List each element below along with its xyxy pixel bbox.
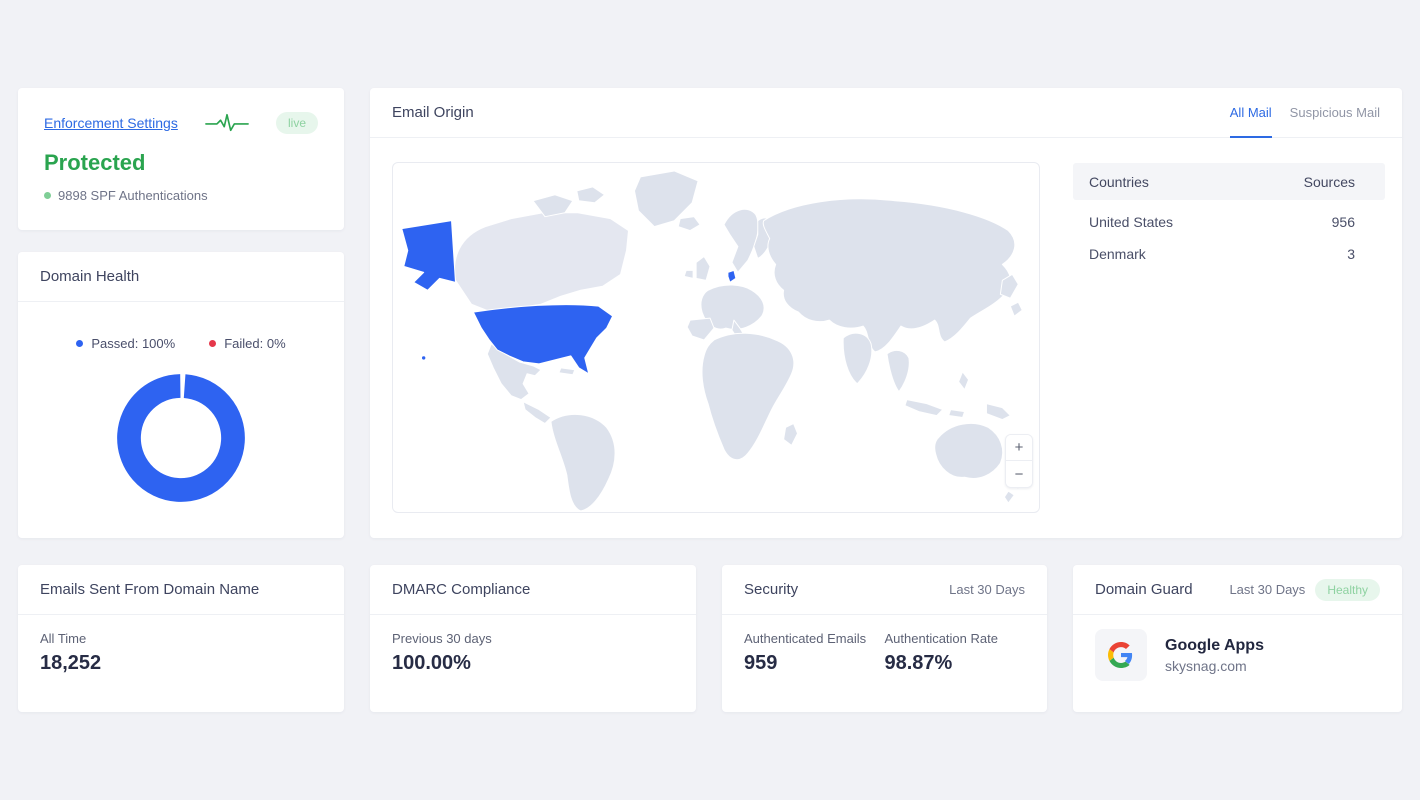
spf-authentications: 9898 SPF Authentications <box>44 188 318 203</box>
security-period: Last 30 Days <box>949 582 1025 597</box>
tab-all-mail[interactable]: All Mail <box>1229 88 1272 138</box>
provider-logo-box <box>1095 629 1147 681</box>
domain-health-donut-chart <box>117 374 245 502</box>
map-region-denmark <box>727 269 737 283</box>
tab-suspicious-mail[interactable]: Suspicious Mail <box>1289 104 1380 120</box>
authenticated-emails-value: 959 <box>744 652 778 674</box>
healthy-badge: Healthy <box>1315 578 1380 601</box>
countries-table: Countries Sources United States 956 Denm… <box>1073 163 1385 264</box>
email-origin-title: Email Origin <box>392 104 474 121</box>
domain-health-card: Domain Health Passed: 100% Failed: 0% <box>18 252 344 538</box>
passed-dot-icon <box>76 340 84 347</box>
donut-legend: Passed: 100% Failed: 0% <box>40 336 322 351</box>
zoom-out-button[interactable]: − <box>1006 461 1032 487</box>
heartbeat-icon <box>205 113 249 132</box>
protection-status: Protected <box>44 150 146 175</box>
legend-failed[interactable]: Failed: 0% <box>209 336 286 351</box>
authentication-rate-value: 98.87% <box>884 652 953 674</box>
google-icon <box>1108 642 1133 668</box>
mail-tabs: All Mail Suspicious Mail <box>1229 88 1380 138</box>
green-dot-icon <box>44 192 51 199</box>
dmarc-value: 100.00% <box>392 652 471 674</box>
failed-dot-icon <box>209 340 217 347</box>
security-title: Security <box>744 581 799 598</box>
domain-guard-period: Last 30 Days <box>1229 582 1306 597</box>
emails-sent-value: 18,252 <box>40 652 102 674</box>
map-zoom-controls: + − <box>1005 434 1033 488</box>
authenticated-emails-label: Authenticated Emails <box>744 631 867 646</box>
emails-sent-period: All Time <box>40 631 87 646</box>
map-region-alaska <box>401 220 456 291</box>
world-map[interactable]: + − <box>392 162 1040 513</box>
domain-guard-title: Domain Guard <box>1095 581 1193 598</box>
zoom-in-button[interactable]: + <box>1006 435 1032 461</box>
legend-passed[interactable]: Passed: 100% <box>76 336 175 351</box>
dmarc-title: DMARC Compliance <box>392 581 531 598</box>
provider-domain: skysnag.com <box>1165 657 1247 674</box>
enforcement-settings-link[interactable]: Enforcement Settings <box>44 115 178 131</box>
enforcement-card: Enforcement Settings live Protected 9898… <box>18 88 344 230</box>
provider-name: Google Apps <box>1165 636 1264 654</box>
dmarc-compliance-card: DMARC Compliance Previous 30 days 100.00… <box>370 565 696 712</box>
emails-sent-card: Emails Sent From Domain Name All Time 18… <box>18 565 344 712</box>
security-card: Security Last 30 Days Authenticated Emai… <box>722 565 1047 712</box>
map-region-hawaii <box>420 355 427 361</box>
countries-table-header: Countries Sources <box>1073 163 1385 200</box>
live-badge: live <box>275 112 318 134</box>
email-origin-card: Email Origin All Mail Suspicious Mail <box>370 88 1402 538</box>
table-row[interactable]: Denmark 3 <box>1089 246 1355 262</box>
dmarc-period: Previous 30 days <box>392 631 492 646</box>
domain-guard-card: Domain Guard Last 30 Days Healthy Google… <box>1073 565 1402 712</box>
map-region-united-states <box>472 304 614 375</box>
emails-sent-title: Emails Sent From Domain Name <box>40 581 260 598</box>
table-row[interactable]: United States 956 <box>1089 214 1355 230</box>
domain-health-title: Domain Health <box>40 268 140 285</box>
authentication-rate-label: Authentication Rate <box>884 631 998 646</box>
